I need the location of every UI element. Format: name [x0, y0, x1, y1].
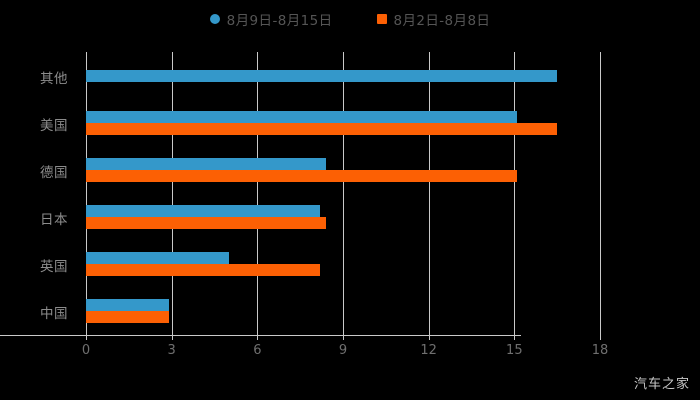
y-axis-category-label: 德国 — [40, 164, 68, 181]
gridline — [514, 52, 516, 335]
bar-group — [86, 241, 600, 288]
gridline — [86, 52, 87, 335]
x-axis-tick — [171, 335, 173, 340]
x-axis-line — [0, 335, 521, 336]
legend-label-series-1: 8月9日-8月15日 — [226, 13, 333, 29]
y-axis-category-label: 其他 — [40, 70, 68, 87]
legend-label-series-2: 8月2日-8月8日 — [393, 13, 491, 29]
x-axis-tick-label: 15 — [506, 343, 523, 358]
y-axis-category-label: 中国 — [40, 306, 68, 323]
bar[interactable] — [86, 299, 169, 312]
x-axis-tick — [257, 335, 259, 340]
watermark: 汽车之家 — [633, 377, 690, 392]
y-axis-category-label: 美国 — [40, 117, 68, 134]
bar-group — [86, 99, 600, 146]
x-axis-tick — [343, 335, 344, 340]
bar-groups — [86, 52, 600, 335]
gridline — [171, 52, 173, 335]
gridline — [600, 52, 601, 335]
bar[interactable] — [86, 311, 169, 324]
legend-item-series-1[interactable]: 8月9日-8月15日 — [209, 9, 333, 29]
x-axis-tick-label: 6 — [253, 343, 262, 358]
y-axis-category-label: 日本 — [40, 212, 68, 229]
bar[interactable] — [86, 169, 518, 182]
x-axis-tick — [600, 335, 601, 340]
bar[interactable] — [86, 205, 321, 218]
x-axis-tick-label: 12 — [420, 343, 437, 358]
legend-item-series-2[interactable]: 8月2日-8月8日 — [376, 9, 491, 29]
x-axis-tick-label: 9 — [338, 343, 348, 358]
x-axis-tick — [514, 335, 516, 340]
gridline — [428, 52, 430, 335]
x-axis-tick-label: 18 — [591, 343, 609, 358]
bar-group — [86, 194, 600, 241]
bar[interactable] — [86, 122, 558, 135]
x-axis-tick — [86, 335, 87, 340]
bar[interactable] — [86, 252, 229, 265]
bar-group — [86, 146, 600, 193]
x-axis-tick — [428, 335, 430, 340]
bar[interactable] — [86, 157, 326, 170]
gridline — [257, 52, 259, 335]
gridlines — [86, 52, 601, 335]
bar[interactable] — [86, 110, 518, 123]
bar-group — [86, 288, 600, 335]
x-axis-tick-label: 3 — [167, 343, 176, 358]
legend-circle-marker-icon — [209, 14, 220, 24]
bar-group — [86, 52, 600, 99]
gridline — [343, 52, 344, 335]
bar[interactable] — [86, 217, 326, 230]
bar[interactable] — [86, 69, 558, 82]
legend-square-marker-icon — [376, 14, 387, 24]
y-axis-category-label: 英国 — [40, 259, 68, 276]
chart-legend: 8月9日-8月15日 8月2日-8月8日 — [0, 8, 700, 30]
x-axis-tick-label: 0 — [81, 343, 91, 358]
y-axis-category-labels: 其他美国德国日本英国中国 — [0, 52, 78, 335]
plot-area — [86, 52, 601, 335]
bar[interactable] — [86, 264, 321, 277]
